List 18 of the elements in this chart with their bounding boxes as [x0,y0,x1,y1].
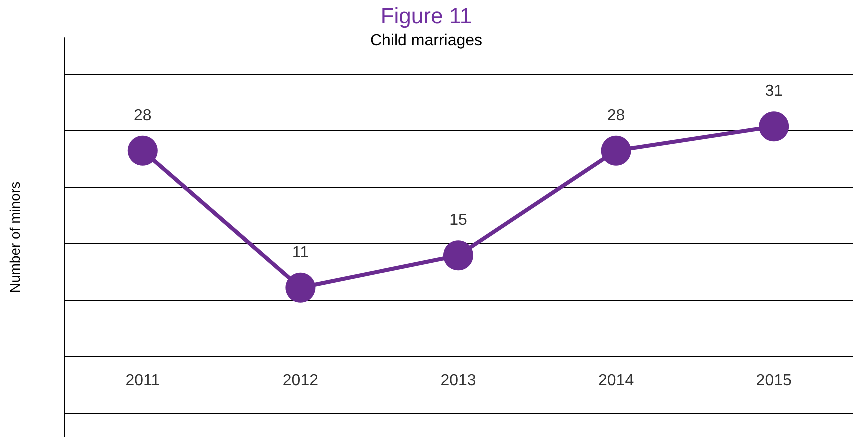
point [444,240,474,271]
x-tick-label: 2011 [126,372,160,390]
y-axis-title: Number of minors [7,182,23,294]
x-tick-label: 2013 [440,372,476,390]
point [759,112,790,142]
data-label: 28 [607,107,626,124]
data-label: 31 [765,83,784,100]
point [601,136,632,166]
x-tick-label: 2015 [756,372,792,390]
x-tick-label: 2012 [282,372,319,390]
chart-subtitle: Child marriages [370,32,483,50]
x-tick-label: 2014 [598,372,634,390]
point [128,136,158,166]
data-label: 11 [292,244,310,262]
point [286,272,316,303]
data-label: 28 [134,107,152,124]
chart-title: Figure 11 [380,4,472,28]
data-label: 15 [450,212,468,230]
